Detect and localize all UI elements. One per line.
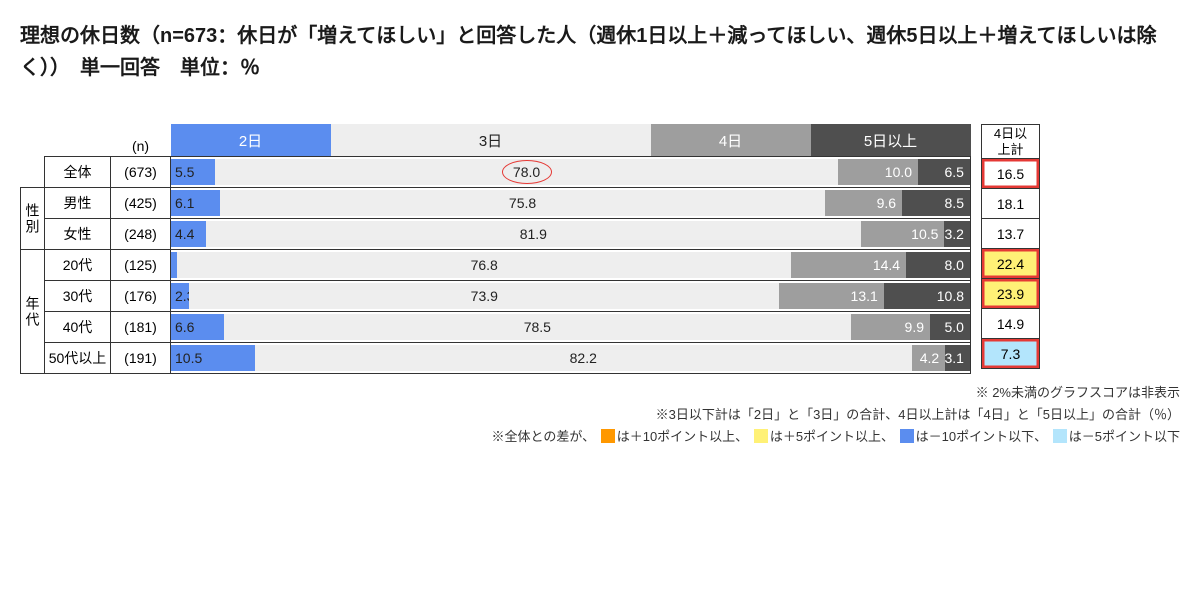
bar-segment: 82.2	[255, 345, 912, 371]
chart-container: (n)2日3日4日5日以上全体(673)5.578.010.06.5 性別男性(4…	[20, 124, 1180, 374]
bar-segment: 10.5	[171, 345, 255, 371]
sum-column: 4日以上計16.518.113.722.423.914.97.3	[981, 124, 1040, 369]
bar-segment: 14.4	[791, 252, 906, 278]
chart-notes: ※ 2%未満のグラフスコアは非表示 ※3日以下計は「2日」と「3日」の合計、4日…	[20, 382, 1180, 448]
row-label: 男性	[45, 188, 111, 219]
n-value: (248)	[111, 219, 171, 250]
legend-swatch-lightblue	[1053, 429, 1067, 443]
bar-segment: 2.3	[171, 283, 189, 309]
group-label: 年代	[21, 250, 45, 374]
bar-segment: 6.6	[171, 314, 224, 340]
note-line-3: ※全体との差が、 は＋10ポイント以上、 は＋5ポイント以上、 は－10ポイント…	[20, 426, 1180, 448]
bar-segment: 5.5	[171, 159, 215, 185]
bar-segment: 6.5	[918, 159, 970, 185]
bar-segment: 81.9	[206, 221, 860, 247]
bar-segment: 78.0	[215, 159, 838, 185]
sum-header: 4日以上計	[982, 125, 1040, 159]
bar-segment: 75.8	[220, 190, 826, 216]
bar-segment: 9.6	[825, 190, 902, 216]
row-label: 20代	[45, 250, 111, 281]
row-label: 40代	[45, 312, 111, 343]
bar-segment: 6.1	[171, 190, 220, 216]
n-value: (125)	[111, 250, 171, 281]
sum-value: 13.7	[982, 219, 1040, 249]
bar-segment: 73.9	[189, 283, 779, 309]
sum-value: 22.4	[982, 249, 1040, 279]
n-value: (673)	[111, 157, 171, 188]
bar-segment: 3.2	[944, 221, 970, 247]
row-label: 全体	[45, 157, 111, 188]
row-label: 女性	[45, 219, 111, 250]
bar-segment: 13.1	[779, 283, 884, 309]
note-line-2: ※3日以下計は「2日」と「3日」の合計、4日以上計は「4日」と「5日以上」の合計…	[20, 404, 1180, 426]
bar-segment: 76.8	[177, 252, 791, 278]
n-value: (191)	[111, 343, 171, 374]
bar-segment: 3.1	[945, 345, 970, 371]
bar-segment: 10.8	[884, 283, 970, 309]
bar-segment: 4.4	[171, 221, 206, 247]
sum-value: 16.5	[982, 159, 1040, 189]
segment-header: 5日以上	[811, 124, 971, 156]
bar-segment: 8.0	[906, 252, 970, 278]
segment-header: 3日	[331, 124, 651, 156]
bar-segment: 10.5	[861, 221, 945, 247]
bar-segment: 78.5	[224, 314, 851, 340]
n-header: (n)	[111, 124, 171, 157]
note-line-1: ※ 2%未満のグラフスコアは非表示	[20, 382, 1180, 404]
n-value: (425)	[111, 188, 171, 219]
bar-segment: 9.9	[851, 314, 930, 340]
chart-title: 理想の休日数（n=673：休日が「増えてほしい」と回答した人（週休1日以上＋減っ…	[20, 20, 1180, 84]
row-label: 30代	[45, 281, 111, 312]
bar-segment: 5.0	[930, 314, 970, 340]
bar-segment: 8.5	[902, 190, 970, 216]
legend-swatch-orange	[601, 429, 615, 443]
segment-header: 2日	[171, 124, 331, 156]
bar-segment: 10.0	[838, 159, 918, 185]
group-label: 性別	[21, 188, 45, 250]
stacked-bar-table: (n)2日3日4日5日以上全体(673)5.578.010.06.5 性別男性(4…	[20, 124, 971, 374]
sum-value: 23.9	[982, 279, 1040, 309]
row-label: 50代以上	[45, 343, 111, 374]
legend-swatch-yellow	[754, 429, 768, 443]
bar-segment: 4.2	[912, 345, 946, 371]
sum-value: 7.3	[982, 339, 1040, 369]
n-value: (176)	[111, 281, 171, 312]
sum-value: 14.9	[982, 309, 1040, 339]
legend-swatch-darkblue	[900, 429, 914, 443]
group-label	[21, 157, 45, 188]
n-value: (181)	[111, 312, 171, 343]
sum-value: 18.1	[982, 189, 1040, 219]
segment-header: 4日	[651, 124, 811, 156]
